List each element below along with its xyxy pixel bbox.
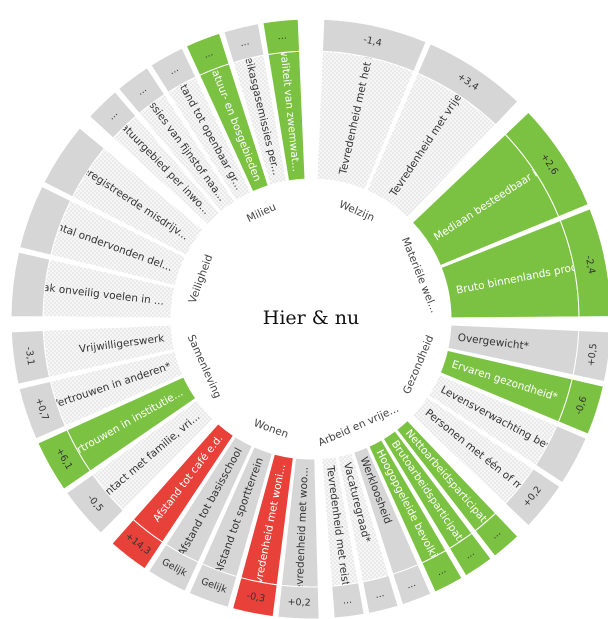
indicator-segment: Vaak onveilig voelen in ... <box>10 251 176 319</box>
change-cell <box>321 18 427 73</box>
change-value: -3,1 <box>23 346 36 366</box>
change-cell <box>185 32 230 76</box>
change-cell <box>331 582 365 619</box>
change-value: ... <box>374 588 385 601</box>
change-value: ... <box>342 595 352 607</box>
indicator-segment: Tevredenheid met het l...-1,4 <box>316 18 427 191</box>
change-value: ... <box>239 36 250 49</box>
change-cell <box>557 378 604 435</box>
change-cell <box>188 563 238 608</box>
change-cell <box>10 329 51 385</box>
change-cell <box>148 543 200 592</box>
change-cell <box>421 549 463 593</box>
change-cell <box>37 429 91 490</box>
change-cell <box>18 380 66 440</box>
change-value: ... <box>277 31 287 43</box>
change-cell <box>111 518 164 570</box>
change-value: -0,3 <box>246 590 266 604</box>
dimension-label: Wonen <box>252 417 290 441</box>
change-cell <box>448 532 492 577</box>
dimension-label: Milieu <box>245 201 278 225</box>
change-cell <box>223 23 265 64</box>
change-cell <box>117 67 166 115</box>
change-cell <box>65 473 125 534</box>
indicator-segment: Bruto binnenlands prod...-2,4 <box>440 208 608 319</box>
change-cell <box>43 127 106 198</box>
change-cell <box>262 18 301 56</box>
change-value: -1,4 <box>362 34 382 49</box>
indicator-segment: Mediaan besteedbaar i...+2,6 <box>411 111 589 267</box>
change-cell <box>504 467 561 527</box>
chart-center-title: Hier & nu <box>263 307 359 329</box>
change-cell <box>416 43 519 126</box>
change-cell <box>504 111 589 218</box>
indicator-label: Tevredenheid met woo... <box>293 467 310 597</box>
dimension-label: Veiligheid <box>187 253 216 305</box>
change-value: ... <box>435 564 448 578</box>
indicator-segment: Tevredenheid met woo...+0,2 <box>277 457 320 619</box>
indicator-segment: Vrijwilligerswerk-3,1 <box>10 324 175 385</box>
dimension-label: Welzijn <box>337 199 376 225</box>
change-cell <box>362 574 399 614</box>
change-cell <box>559 208 608 318</box>
change-cell <box>474 512 519 557</box>
indicator-segment: Kwaliteit van zwemwat...... <box>262 18 306 182</box>
dimension-label: Gezondheid <box>401 334 436 396</box>
change-cell <box>572 329 608 383</box>
change-cell <box>150 47 197 93</box>
indicator-segment: Tevredenheid met woni...-0,3 <box>231 453 294 618</box>
change-cell <box>231 577 278 618</box>
change-cell <box>88 91 137 139</box>
change-value: -2,4 <box>583 255 597 275</box>
change-value: +0,2 <box>287 597 311 609</box>
change-cell <box>19 185 72 256</box>
change-cell <box>10 251 51 318</box>
change-value: -0,6 <box>573 395 589 416</box>
change-value: ... <box>202 47 214 61</box>
change-value: +0,5 <box>586 343 600 367</box>
change-value: ... <box>405 578 417 591</box>
change-cell <box>534 424 587 484</box>
indicator-segment: Overgewicht*+0,5 <box>447 324 608 383</box>
change-cell <box>392 564 432 606</box>
